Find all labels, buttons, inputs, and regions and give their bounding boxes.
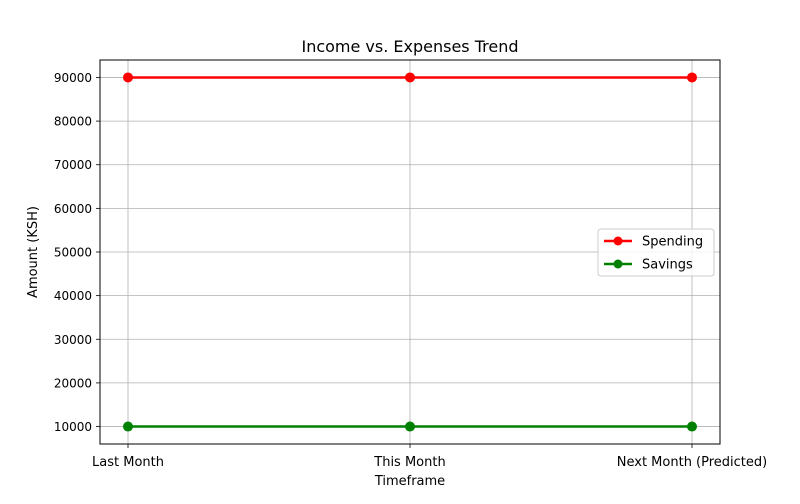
- series-group: [123, 72, 697, 432]
- y-tick-label: 80000: [54, 115, 92, 129]
- series-savings: [123, 421, 697, 432]
- series-spending: [123, 72, 697, 83]
- legend-marker-spending: [613, 236, 623, 246]
- y-tick-label: 60000: [54, 202, 92, 216]
- data-point-savings[interactable]: [123, 421, 133, 432]
- y-tick-label: 70000: [54, 158, 92, 172]
- data-point-spending[interactable]: [123, 72, 133, 83]
- y-tick-label: 30000: [54, 333, 92, 347]
- data-point-savings[interactable]: [405, 421, 415, 432]
- legend-label-savings: Savings: [642, 258, 693, 273]
- y-tick-label: 90000: [54, 71, 92, 85]
- legend-label-spending: Spending: [642, 235, 703, 250]
- y-tick-label: 40000: [54, 289, 92, 303]
- x-tick-label: Last Month: [92, 455, 164, 470]
- x-tick-label: Next Month (Predicted): [617, 455, 767, 470]
- data-point-savings[interactable]: [687, 421, 697, 432]
- x-axis-label: Timeframe: [374, 474, 445, 489]
- y-tick-label: 20000: [54, 376, 92, 390]
- chart-title: Income vs. Expenses Trend: [301, 37, 518, 56]
- y-tick-label: 10000: [54, 420, 92, 434]
- y-axis-label: Amount (KSH): [26, 206, 41, 298]
- legend-entries: Spending Savings: [604, 235, 703, 273]
- data-point-spending[interactable]: [405, 72, 415, 83]
- data-point-spending[interactable]: [687, 72, 697, 83]
- x-tick-label: This Month: [373, 455, 445, 470]
- y-tick-label: 50000: [54, 246, 92, 260]
- axes: 10000 20000 30000 40000 50000 60000 70000 80000…: [54, 71, 767, 470]
- legend-marker-savings: [613, 259, 623, 269]
- legend[interactable]: Spending Savings: [597, 228, 715, 277]
